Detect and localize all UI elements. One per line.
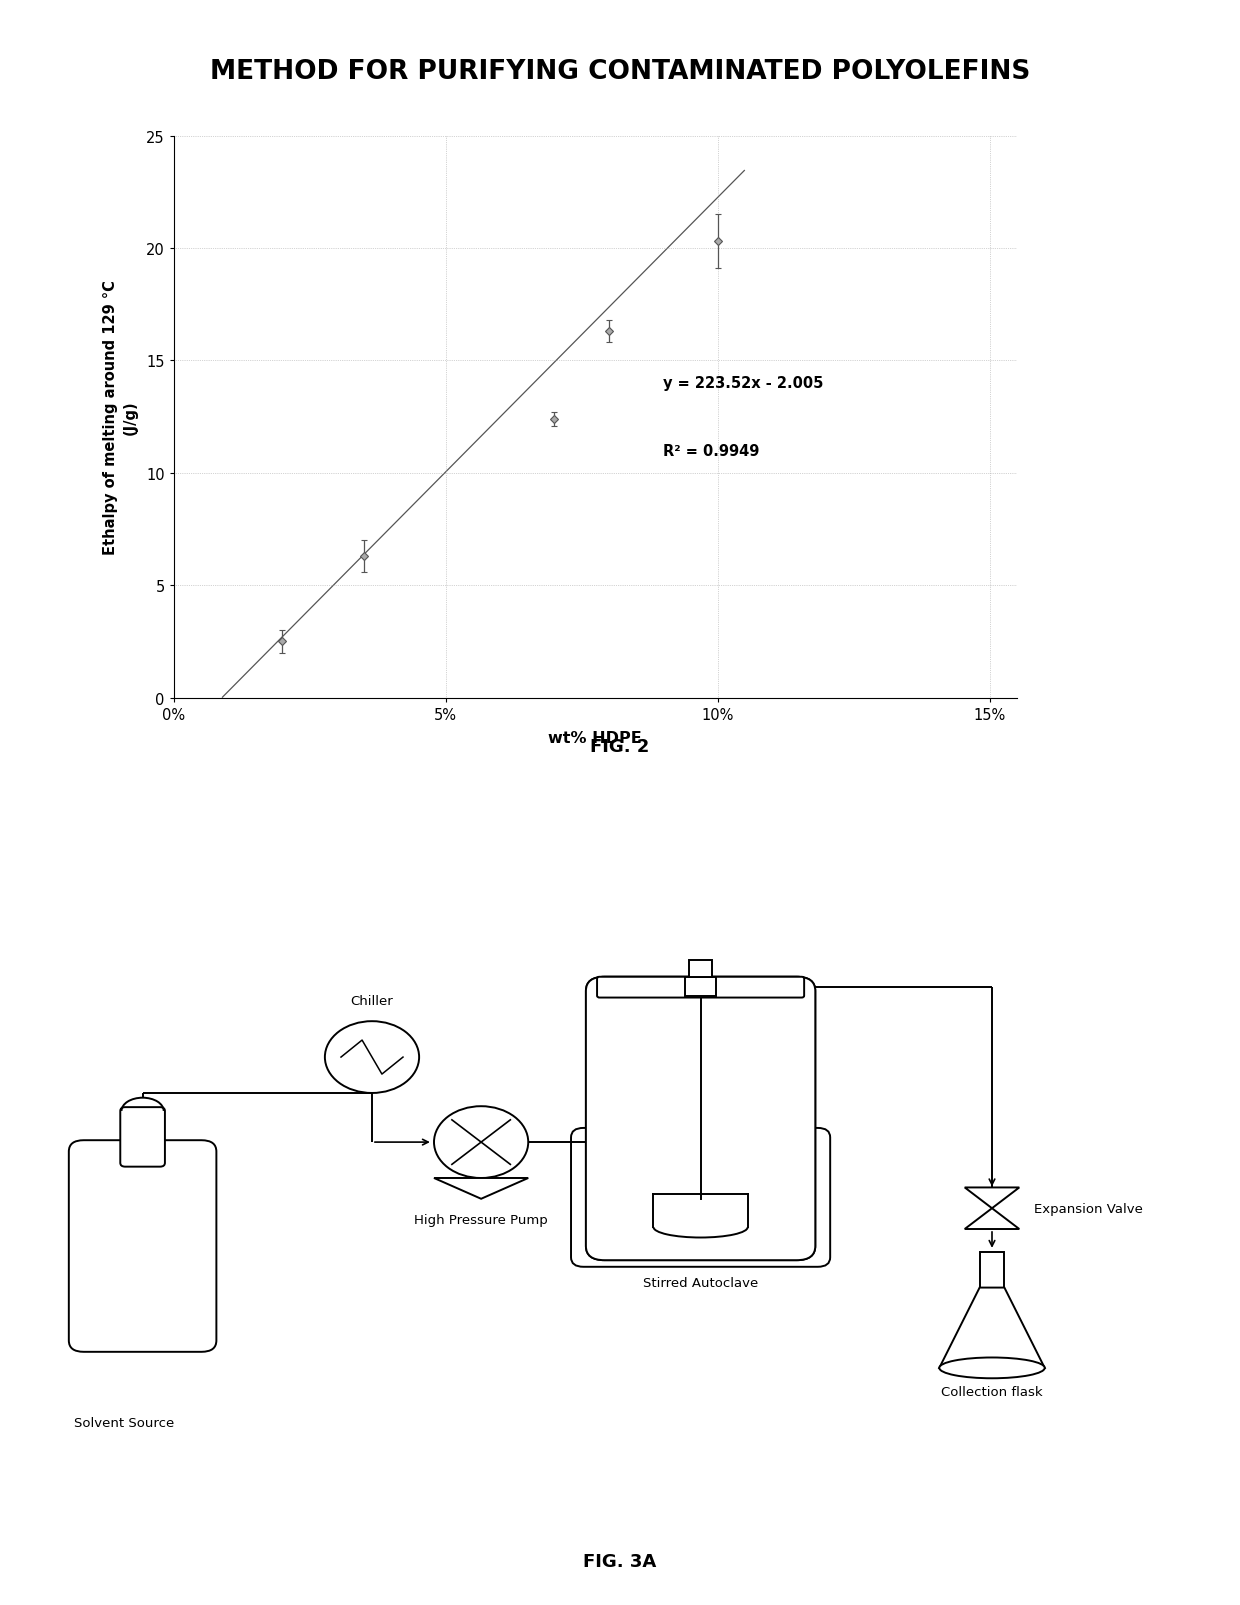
Text: Solvent Source: Solvent Source bbox=[74, 1416, 175, 1428]
Polygon shape bbox=[940, 1287, 1044, 1367]
FancyBboxPatch shape bbox=[598, 977, 804, 998]
Text: y = 223.52x - 2.005: y = 223.52x - 2.005 bbox=[662, 376, 823, 392]
Y-axis label: Ethalpy of melting around 129 °C
(J/g): Ethalpy of melting around 129 °C (J/g) bbox=[103, 279, 138, 555]
FancyBboxPatch shape bbox=[585, 977, 816, 1260]
Bar bbox=[689, 960, 712, 977]
Polygon shape bbox=[434, 1178, 528, 1199]
FancyBboxPatch shape bbox=[572, 1128, 831, 1266]
FancyBboxPatch shape bbox=[120, 1107, 165, 1167]
Text: Chiller: Chiller bbox=[351, 995, 393, 1008]
FancyBboxPatch shape bbox=[585, 977, 816, 1260]
Text: FIG. 2: FIG. 2 bbox=[590, 737, 650, 756]
Text: Collection flask: Collection flask bbox=[941, 1385, 1043, 1398]
Ellipse shape bbox=[940, 1358, 1044, 1379]
Bar bbox=[684, 977, 717, 997]
Text: Stirred Autoclave: Stirred Autoclave bbox=[644, 1276, 758, 1289]
Circle shape bbox=[434, 1106, 528, 1178]
Circle shape bbox=[325, 1021, 419, 1093]
Text: FIG. 3A: FIG. 3A bbox=[583, 1552, 657, 1570]
Polygon shape bbox=[965, 1209, 1019, 1229]
Text: R² = 0.9949: R² = 0.9949 bbox=[662, 443, 759, 459]
FancyBboxPatch shape bbox=[68, 1141, 216, 1351]
Text: Expansion Valve: Expansion Valve bbox=[1034, 1202, 1143, 1215]
X-axis label: wt% HDPE: wt% HDPE bbox=[548, 730, 642, 745]
Text: High Pressure Pump: High Pressure Pump bbox=[414, 1213, 548, 1226]
Polygon shape bbox=[965, 1188, 1019, 1209]
Bar bbox=[980, 1252, 1004, 1287]
Text: METHOD FOR PURIFYING CONTAMINATED POLYOLEFINS: METHOD FOR PURIFYING CONTAMINATED POLYOL… bbox=[210, 59, 1030, 85]
